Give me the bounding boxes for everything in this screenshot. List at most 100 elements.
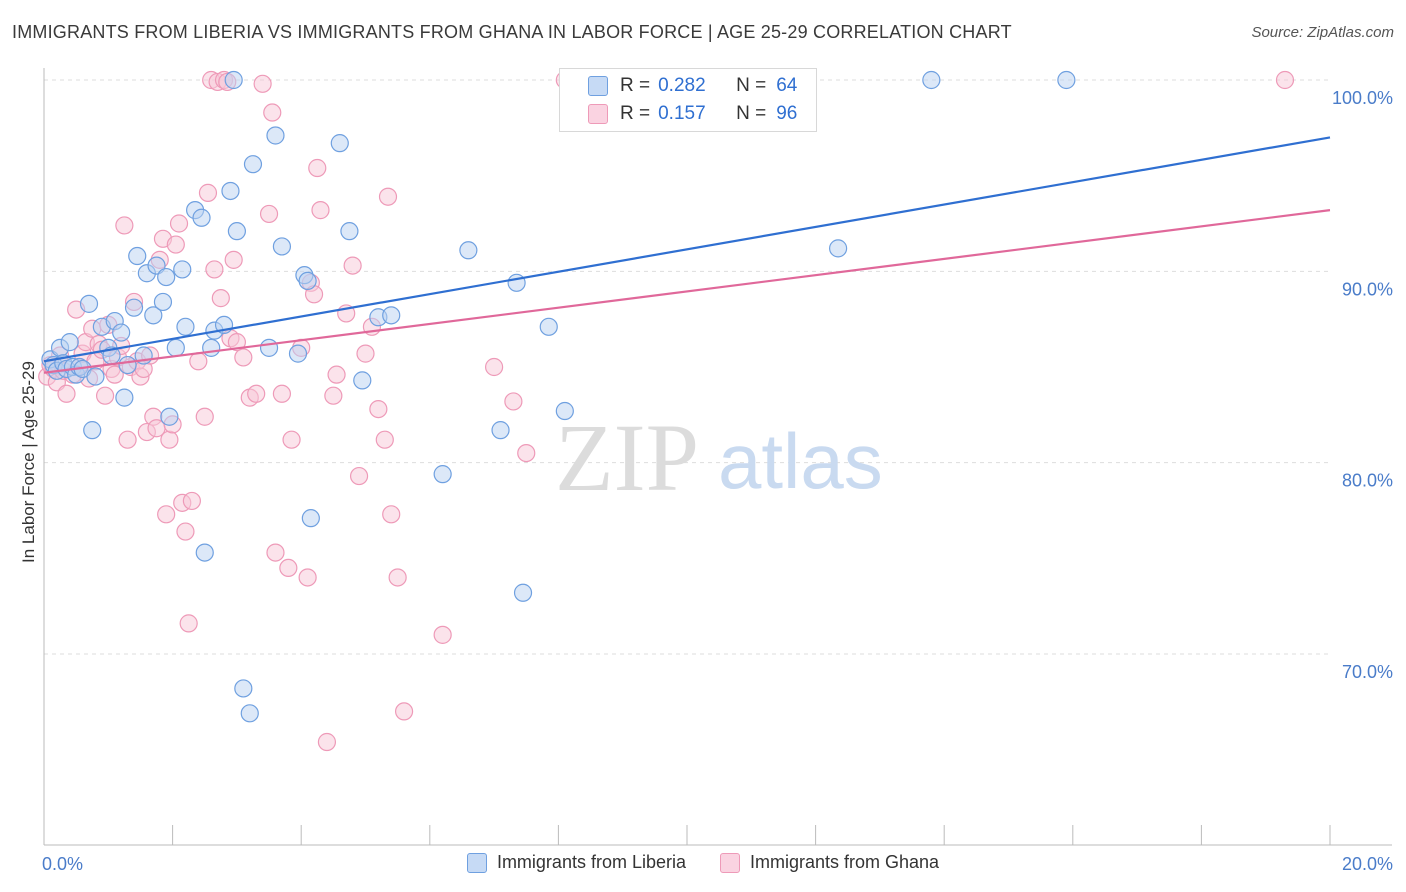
ghana-point [375, 430, 394, 449]
ghana-point [1275, 70, 1295, 90]
legend-swatch-ghana [588, 104, 608, 124]
legend-label-ghana: Immigrants from Ghana [750, 852, 940, 872]
ghana-point [266, 543, 285, 562]
y-tick-label: 80.0% [1342, 471, 1393, 491]
legend-swatch-liberia [588, 76, 608, 96]
ghana-point [369, 399, 388, 419]
liberia-point [922, 70, 941, 90]
grid-lines [44, 79, 1330, 655]
legend-n-value-liberia: 64 [776, 75, 798, 96]
y-tick-label: 70.0% [1342, 662, 1393, 682]
ghana-point [160, 430, 179, 449]
ghana-point [224, 250, 243, 269]
legend-r-label: R = [620, 103, 651, 124]
liberia-point [227, 222, 246, 241]
ghana-point [349, 466, 369, 486]
liberia-point [153, 292, 173, 312]
liberia-point [382, 306, 401, 325]
liberia-point [124, 298, 144, 317]
liberia-point [491, 421, 510, 440]
liberia-point [160, 407, 179, 426]
liberia-point [173, 260, 192, 279]
legend-label-liberia: Immigrants from Liberia [496, 852, 686, 872]
liberia-point [272, 237, 292, 256]
liberia-point [118, 355, 137, 375]
ghana-point [176, 522, 195, 541]
legend-n-label: N = [736, 75, 767, 96]
liberia-point [1057, 70, 1076, 90]
chart-title: IMMIGRANTS FROM LIBERIA VS IMMIGRANTS FR… [12, 22, 1012, 42]
ghana-point [282, 430, 301, 449]
legend-r-value-ghana: 0.157 [658, 103, 706, 124]
liberia-point [829, 239, 848, 258]
ghana-point [504, 392, 523, 411]
ghana-point [118, 430, 137, 449]
ghana-point [234, 348, 253, 367]
ghana-point [179, 614, 198, 633]
liberia-point [259, 338, 279, 357]
ghana-point [298, 568, 317, 587]
ghana-point [95, 386, 115, 405]
liberia-point [60, 333, 79, 352]
legend-r-label: R = [620, 75, 651, 96]
ghana-point [198, 183, 218, 202]
ghana-point [115, 216, 134, 235]
legend-item-ghana[interactable]: Immigrants from Ghana [720, 852, 939, 873]
liberia-point [144, 306, 163, 325]
ghana-point [259, 204, 279, 224]
liberia-point [433, 465, 452, 484]
x-tick-label: 20.0% [1342, 854, 1393, 874]
watermark: ZIP atlas [555, 404, 883, 511]
legend-swatch-liberia [466, 852, 487, 873]
liberia-point [112, 323, 131, 342]
ghana-point [517, 444, 536, 463]
ghana-point [105, 365, 124, 384]
liberia-point [459, 241, 478, 260]
correlation-legend: R = 0.282 N = 64 R = 0.157 N = 96 [559, 68, 817, 132]
ghana-point [263, 103, 282, 122]
liberia-point [340, 222, 359, 241]
liberia-point [195, 543, 214, 562]
ghana-point [378, 187, 398, 206]
trend-line-ghana [43, 209, 1331, 374]
legend-n-label: N = [736, 103, 767, 124]
ghana-point [227, 333, 246, 352]
liberia-point [234, 679, 253, 698]
liberia-point [86, 367, 105, 386]
liberia-point [330, 134, 349, 153]
series-legend: Immigrants from Liberia Immigrants from … [0, 852, 1406, 873]
ghana-point [195, 407, 214, 426]
ghana-point [57, 384, 76, 403]
liberia-point [288, 344, 308, 363]
ghana-point [382, 505, 401, 524]
liberia-point [243, 155, 263, 174]
y-tick-label: 100.0% [1332, 88, 1393, 108]
ghana-point [343, 256, 362, 275]
liberia-point [157, 267, 176, 287]
ghana-point [189, 352, 208, 371]
liberia-point [192, 208, 211, 227]
watermark-zip: ZIP [555, 404, 699, 511]
ghana-point [324, 386, 343, 405]
liberia-point [202, 338, 221, 357]
axis-labels: 70.0% 80.0% 90.0% 100.0% 0.0% 20.0% In Labor F… [19, 88, 1393, 874]
y-tick-label: 90.0% [1342, 279, 1393, 299]
legend-r-value-liberia: 0.282 [658, 75, 706, 96]
legend-item-liberia[interactable]: Immigrants from Liberia [466, 852, 686, 873]
trend-line-liberia [43, 136, 1331, 363]
ghana-point [388, 568, 407, 587]
ghana-point [211, 289, 230, 308]
watermark-atlas: atlas [718, 417, 883, 505]
liberia-point [83, 421, 102, 440]
ghana-point [247, 384, 266, 403]
ghana-point [166, 235, 185, 254]
liberia-point [555, 401, 574, 421]
ghana-point [311, 201, 330, 220]
ghana-point [308, 158, 327, 178]
liberia-point [176, 317, 195, 336]
legend-swatch-ghana [720, 852, 740, 873]
ghana-point [327, 365, 346, 384]
ghana-point [433, 625, 452, 644]
liberia-point [221, 181, 240, 201]
